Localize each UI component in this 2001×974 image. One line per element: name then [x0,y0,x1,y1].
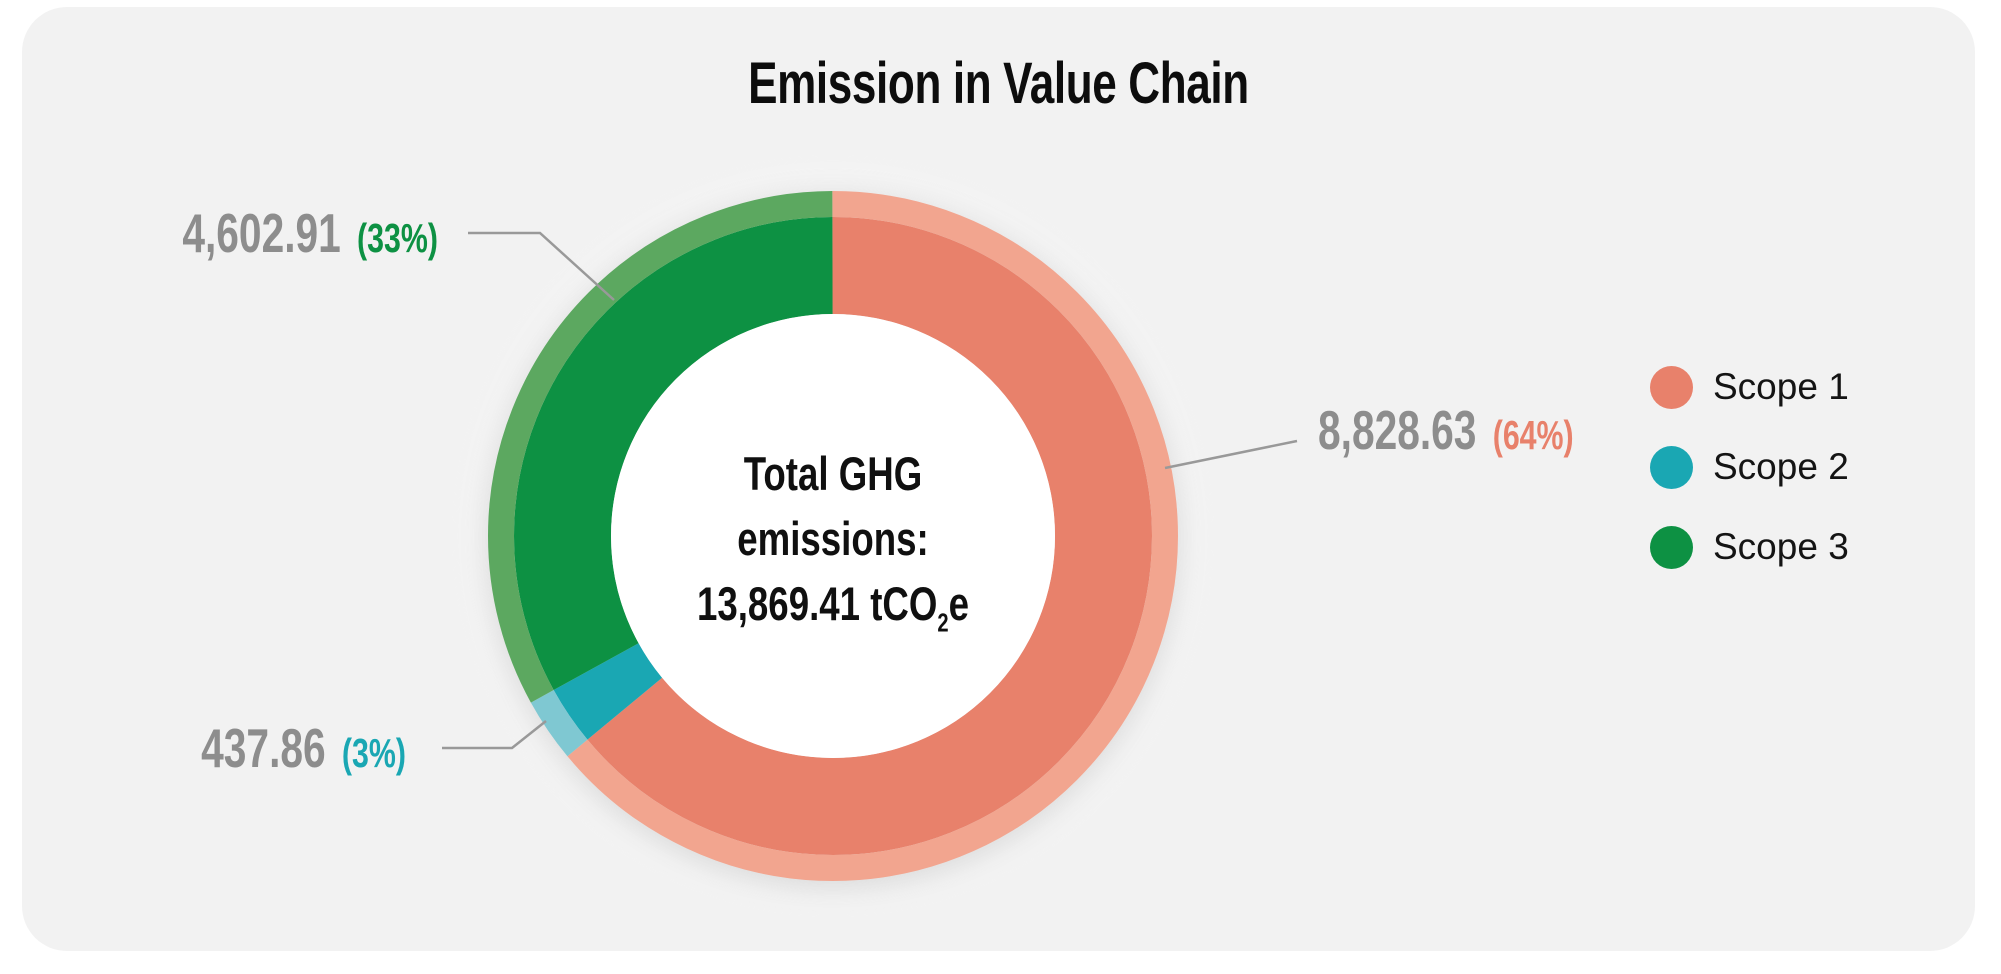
label-scope-3: 4,602.91 (33%) [127,201,438,265]
leader-line-scope-1 [1164,439,1298,470]
subscript-2: 2 [937,609,949,638]
label-scope-1-value: 8,828.63 [1318,399,1477,461]
leader-line-scope-3 [468,231,615,301]
legend-swatch-scope-1 [1650,365,1693,409]
legend-label-scope-1: Scope 1 [1713,366,1849,407]
legend-swatch-scope-2 [1650,445,1693,489]
legend-swatch-scope-3 [1650,525,1693,569]
page-title-text: Emission in Value Chain [748,51,1249,116]
label-scope-3-percent: (33%) [357,215,438,261]
donut-center-label: Total GHG emissions: 13,869.41 tCO2e [599,441,1067,657]
legend-label-scope-3: Scope 3 [1713,526,1849,567]
center-label-line1: Total GHG [743,447,923,500]
leader-line-scope-2 [442,720,547,750]
label-scope-1-percent: (64%) [1492,412,1574,458]
label-scope-3-value: 4,602.91 [182,202,341,264]
donut-slice-scope-3[interactable] [514,217,1152,855]
label-scope-2-percent: (3%) [341,730,406,776]
legend-item-scope-1[interactable]: Scope 1 [1650,365,1849,409]
label-scope-2: 437.86 (3%) [95,716,406,780]
center-label-line2: emissions: [737,512,929,565]
legend-item-scope-3[interactable]: Scope 3 [1650,525,1849,569]
legend-item-scope-2[interactable]: Scope 2 [1650,445,1849,489]
label-scope-1: 8,828.63 (64%) [1318,398,1574,462]
donut-slice-scope-3-rim[interactable] [488,191,1178,881]
legend: Scope 1 Scope 2 Scope 3 [1650,365,1849,605]
donut-hole [611,314,1055,758]
page-title: Emission in Value Chain [22,50,1975,116]
legend-label-scope-2: Scope 2 [1713,446,1849,487]
center-label-line3: 13,869.41 tCO2e [696,577,970,638]
label-scope-2-value: 437.86 [201,717,326,779]
